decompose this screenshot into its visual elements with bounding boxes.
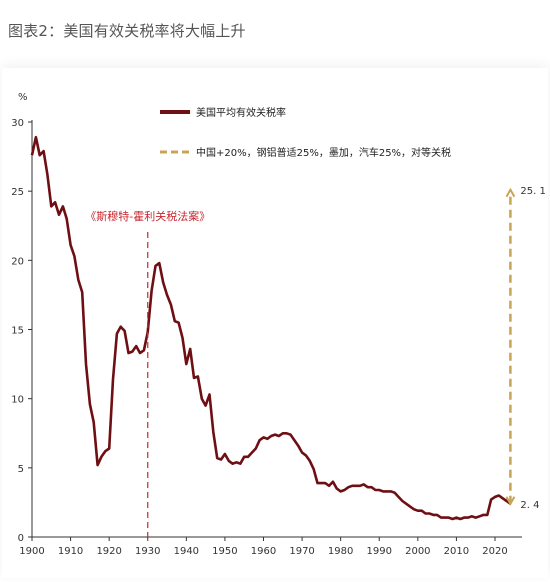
arrowhead-top	[505, 187, 516, 198]
x-tick-label: 1980	[328, 546, 353, 557]
x-tick-label: 1950	[212, 546, 237, 557]
chart-axes: 0 5 10 15 20 25 30% 1900 1910 1920 1930 1940 1950 196…	[11, 92, 522, 557]
line-chart: 0 5 10 15 20 25 30% 1900 1910 1920 1930 1940 1950 196…	[11, 92, 546, 557]
y-tick-label: 5	[18, 464, 24, 475]
x-tick-label: 1900	[19, 546, 44, 557]
y-tick-label: 25	[11, 187, 24, 198]
y-tick-label: 30	[11, 118, 24, 129]
value-label-2: 2. 4	[520, 500, 539, 511]
legend-label-2: 中国+20%，钢铝普适25%，墨加，汽车25%，对等关税	[196, 146, 451, 159]
y-tick-label: 15	[11, 326, 24, 337]
x-tick-label: 1930	[135, 546, 160, 557]
arrowhead-bottom	[505, 496, 516, 506]
y-tick-label: 20	[11, 256, 24, 267]
smoot-hawley-label: 《斯穆特-霍利关税法案》	[85, 209, 210, 223]
x-tick-label: 1910	[58, 546, 83, 557]
y-axis-unit-label: %	[18, 92, 28, 103]
chart-panel: 0 5 10 15 20 25 30% 1900 1910 1920 1930 1940 1950 196…	[2, 68, 548, 578]
x-tick-label: 2010	[444, 546, 469, 557]
x-tick-label: 1940	[174, 546, 199, 557]
x-tick-label: 1970	[289, 546, 314, 557]
figure-caption: 图表2：美国有效关税率将大幅上升	[8, 22, 246, 40]
y-tick-label: 0	[18, 533, 24, 544]
y-tick-label: 10	[11, 395, 24, 406]
chart-annotations: 《斯穆特-霍利关税法案》 25. 1 2. 4	[85, 186, 546, 537]
x-tick-label: 1920	[96, 546, 121, 557]
series-line-1	[30, 135, 512, 521]
x-tick-label: 1990	[367, 546, 392, 557]
x-tick-label: 2000	[405, 546, 430, 557]
legend-label-1: 美国平均有效关税率	[196, 106, 286, 119]
x-tick-label: 1960	[251, 546, 276, 557]
x-tick-label: 2020	[482, 546, 507, 557]
chart-marks	[30, 135, 516, 521]
value-label-1: 25. 1	[520, 186, 545, 197]
